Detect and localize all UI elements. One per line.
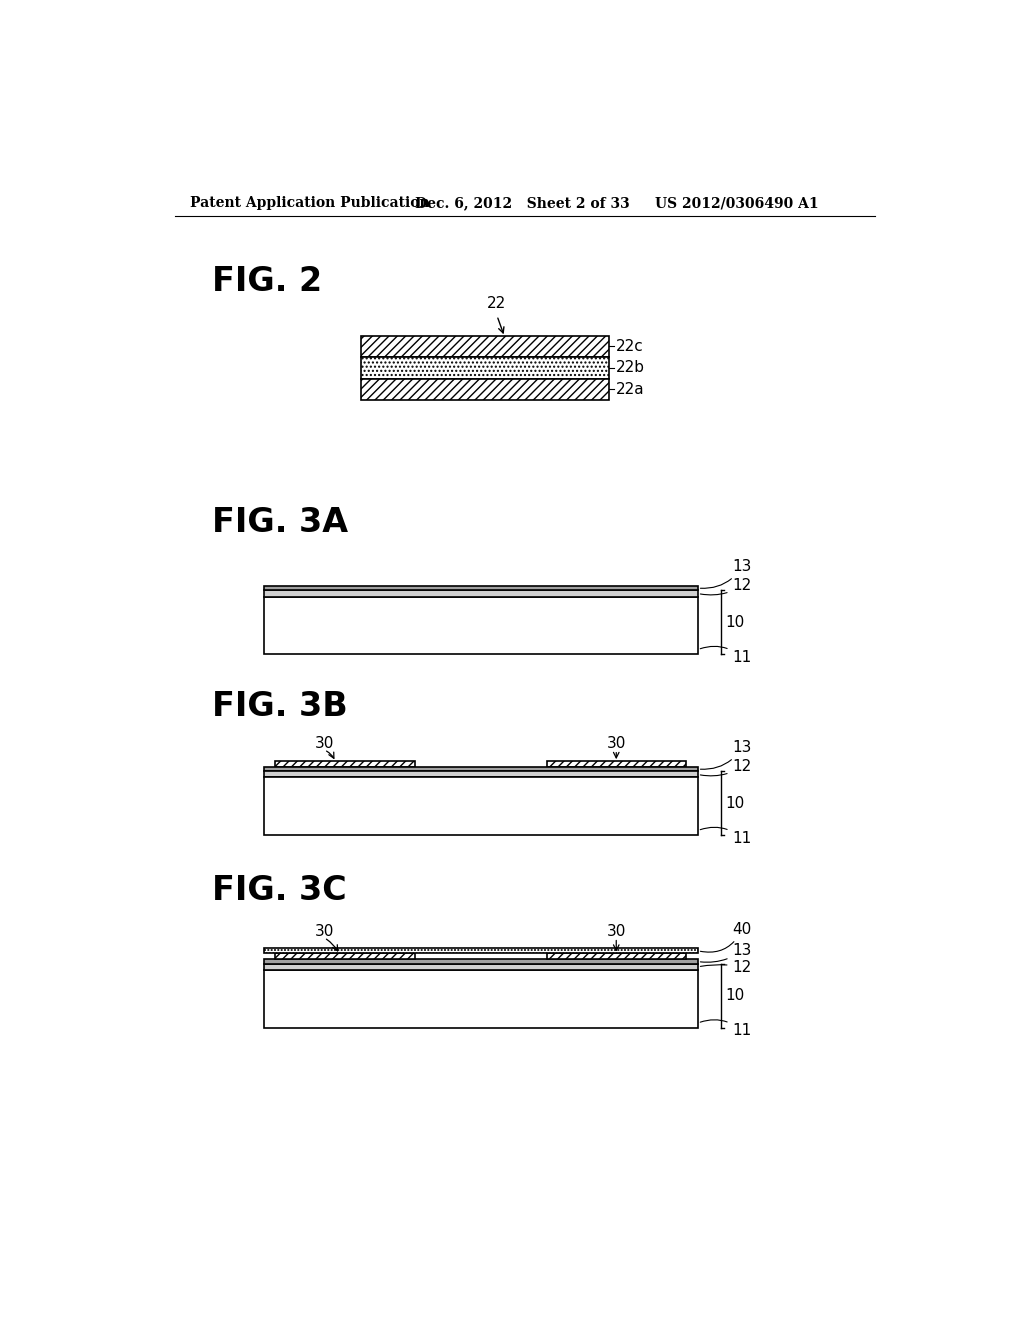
Text: 30: 30 <box>314 737 334 751</box>
Text: 12: 12 <box>700 759 752 776</box>
Bar <box>263 970 697 1028</box>
Text: Patent Application Publication: Patent Application Publication <box>190 197 430 210</box>
Bar <box>263 964 697 970</box>
Text: 11: 11 <box>700 828 752 846</box>
Bar <box>360 358 608 379</box>
Text: Dec. 6, 2012   Sheet 2 of 33: Dec. 6, 2012 Sheet 2 of 33 <box>415 197 630 210</box>
Text: 10: 10 <box>726 615 744 630</box>
Text: 13: 13 <box>700 741 752 770</box>
Bar <box>263 767 697 771</box>
Text: 11: 11 <box>700 1020 752 1039</box>
Text: FIG. 2: FIG. 2 <box>212 264 322 298</box>
Bar <box>263 590 697 597</box>
Bar <box>263 586 697 590</box>
Text: 22: 22 <box>487 296 507 312</box>
Bar <box>360 379 608 400</box>
Text: 22a: 22a <box>615 381 644 397</box>
Text: 10: 10 <box>726 796 744 810</box>
Text: 22c: 22c <box>615 339 643 354</box>
Text: FIG. 3B: FIG. 3B <box>212 689 347 723</box>
Bar <box>360 335 608 356</box>
Bar <box>263 948 697 953</box>
Bar <box>263 777 697 836</box>
Bar <box>547 953 686 960</box>
Bar <box>263 960 697 964</box>
Bar <box>263 597 697 655</box>
Bar <box>275 953 415 960</box>
Text: 30: 30 <box>606 924 626 939</box>
Text: 30: 30 <box>314 924 334 939</box>
Text: 22b: 22b <box>615 360 644 375</box>
Text: 30: 30 <box>606 737 626 751</box>
Bar <box>263 771 697 777</box>
Text: FIG. 3C: FIG. 3C <box>212 874 346 908</box>
Bar <box>275 760 415 767</box>
Text: 11: 11 <box>700 647 752 665</box>
Text: 10: 10 <box>726 989 744 1003</box>
Text: 13: 13 <box>700 560 752 589</box>
Text: 12: 12 <box>700 578 752 595</box>
Bar <box>547 760 686 767</box>
Text: 40: 40 <box>700 921 752 952</box>
Text: 12: 12 <box>700 960 752 974</box>
Text: US 2012/0306490 A1: US 2012/0306490 A1 <box>655 197 818 210</box>
Text: 13: 13 <box>700 944 752 962</box>
Text: FIG. 3A: FIG. 3A <box>212 507 348 540</box>
